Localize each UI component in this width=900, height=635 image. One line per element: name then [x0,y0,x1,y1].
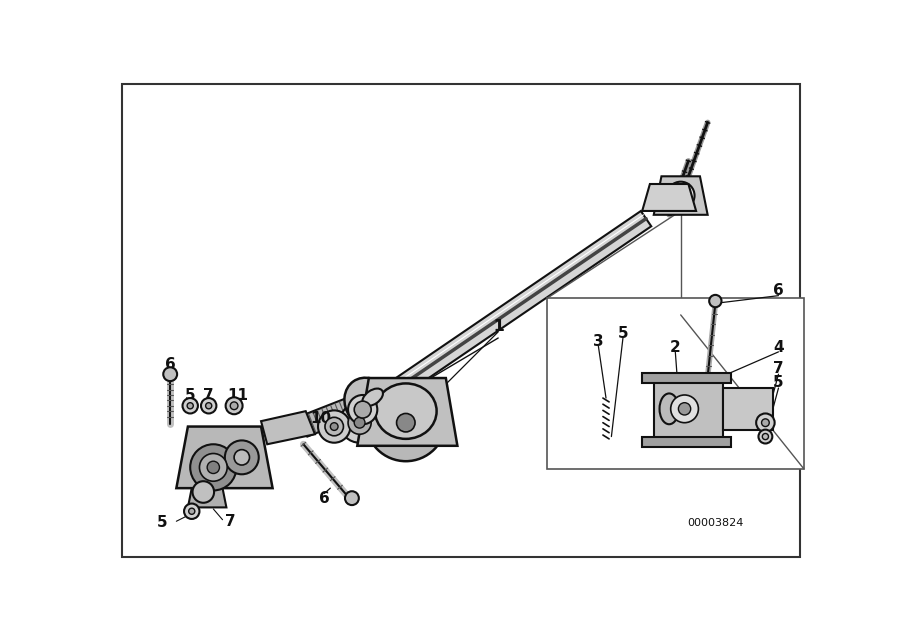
Circle shape [234,450,249,465]
Ellipse shape [355,417,365,428]
Circle shape [205,403,212,409]
Text: 4: 4 [773,340,784,355]
Text: 11: 11 [228,388,248,403]
Circle shape [184,504,200,519]
Text: 2: 2 [670,340,680,355]
Circle shape [187,403,194,409]
Circle shape [762,434,769,439]
Ellipse shape [660,394,679,424]
Text: 3: 3 [593,333,604,349]
Text: 6: 6 [773,283,784,298]
Circle shape [230,402,238,410]
Ellipse shape [375,384,436,439]
Text: 5: 5 [184,388,195,403]
Bar [547,298,804,469]
Circle shape [670,395,698,423]
Text: 7: 7 [773,361,784,377]
Polygon shape [643,373,731,383]
Circle shape [761,419,770,427]
Ellipse shape [355,401,371,418]
Circle shape [226,398,243,414]
Circle shape [709,295,722,307]
Circle shape [759,430,772,443]
Circle shape [183,398,198,413]
Text: 7: 7 [225,514,236,529]
Bar [723,388,773,431]
Circle shape [679,403,690,415]
Text: 6: 6 [165,358,176,373]
Text: 8: 8 [410,380,420,396]
Polygon shape [300,380,400,437]
Ellipse shape [363,389,383,406]
Polygon shape [188,488,227,507]
Text: 1: 1 [493,319,503,334]
Circle shape [756,413,775,432]
Circle shape [189,508,194,514]
Polygon shape [643,436,731,446]
Ellipse shape [325,417,344,436]
Text: 9: 9 [355,405,365,420]
Circle shape [190,444,237,490]
Polygon shape [643,184,696,211]
Circle shape [225,441,258,474]
Circle shape [163,367,177,381]
Polygon shape [261,411,315,444]
Text: 7: 7 [203,388,214,403]
Polygon shape [387,211,652,399]
Circle shape [207,461,220,474]
Ellipse shape [339,403,380,443]
Text: 6: 6 [319,491,329,505]
Text: 5: 5 [158,515,167,530]
Text: 5: 5 [617,326,628,341]
Polygon shape [653,377,723,442]
Circle shape [667,182,695,210]
Circle shape [674,189,687,202]
Circle shape [397,413,415,432]
Circle shape [193,481,214,503]
Ellipse shape [348,411,371,434]
Circle shape [201,398,216,413]
Text: 10: 10 [310,411,332,426]
Polygon shape [176,427,273,488]
Text: 5: 5 [773,375,784,390]
Circle shape [345,491,359,505]
Ellipse shape [345,378,393,429]
Ellipse shape [330,423,338,431]
Circle shape [200,453,227,481]
Ellipse shape [318,410,350,443]
Text: 1: 1 [493,319,503,334]
Ellipse shape [348,395,377,424]
Polygon shape [357,378,457,446]
Circle shape [365,381,446,461]
Polygon shape [653,177,707,215]
Text: 00003824: 00003824 [688,518,743,528]
